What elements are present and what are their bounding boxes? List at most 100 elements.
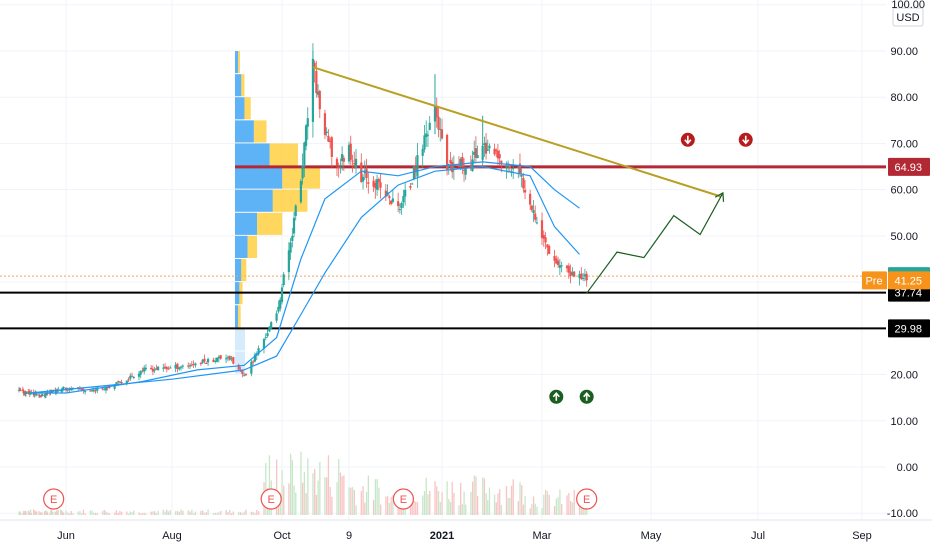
volume-bar bbox=[131, 512, 133, 515]
time-axis[interactable]: Jun Aug Oct 9 2021 Mar May Jul Sep bbox=[0, 519, 932, 542]
volume-bar bbox=[512, 479, 514, 515]
volume-bar bbox=[561, 504, 563, 515]
candle-body bbox=[201, 359, 204, 363]
volume-bar bbox=[553, 506, 556, 515]
candle-body bbox=[535, 222, 539, 224]
volume-bar bbox=[495, 502, 497, 515]
x-tick-label: Aug bbox=[162, 530, 182, 542]
volume-bar bbox=[44, 510, 46, 515]
candle-body bbox=[62, 387, 65, 389]
volume-bar bbox=[437, 491, 440, 515]
volume-bar bbox=[245, 509, 247, 515]
volume-bar bbox=[544, 489, 547, 515]
candle-body bbox=[92, 389, 95, 392]
x-tick-label: Oct bbox=[273, 530, 290, 542]
candle-body bbox=[379, 182, 382, 188]
profile-bar-up bbox=[235, 166, 283, 189]
volume-bar bbox=[187, 510, 189, 515]
candle-body bbox=[127, 379, 130, 381]
volume-bar bbox=[300, 451, 302, 515]
candle-body bbox=[262, 339, 266, 349]
volume-bar bbox=[265, 462, 267, 515]
candle-body bbox=[435, 105, 438, 118]
volume-bar bbox=[176, 510, 179, 515]
candle-body bbox=[130, 375, 134, 377]
volume-bar bbox=[293, 485, 295, 515]
candle-body bbox=[187, 365, 190, 367]
drawings[interactable] bbox=[312, 66, 725, 294]
volume-bar bbox=[28, 511, 30, 515]
volume-bar bbox=[476, 495, 479, 515]
volume-bar bbox=[531, 504, 533, 515]
volume-bar bbox=[61, 511, 63, 515]
volume-bar bbox=[225, 509, 227, 515]
volume-bar bbox=[84, 513, 86, 515]
candle-body bbox=[540, 220, 544, 239]
horizontal-lines[interactable] bbox=[0, 165, 886, 330]
candle-body bbox=[546, 244, 549, 248]
candle-body bbox=[106, 387, 109, 389]
candle-body bbox=[558, 265, 561, 268]
earnings-marker-label: E bbox=[50, 494, 57, 506]
candle-body bbox=[451, 161, 454, 173]
candle-body bbox=[301, 165, 304, 179]
volume-bar bbox=[315, 494, 318, 515]
candle-body bbox=[199, 363, 202, 365]
volume-bar bbox=[463, 491, 465, 515]
candle-body bbox=[377, 179, 380, 183]
profile-bar-down bbox=[269, 143, 298, 166]
profile-bar-down bbox=[272, 189, 308, 212]
volume-bar bbox=[239, 512, 242, 515]
volume-bar bbox=[291, 460, 294, 515]
candle-body bbox=[268, 326, 271, 332]
candle-body bbox=[473, 151, 476, 155]
earnings-marker[interactable] bbox=[392, 488, 414, 510]
candle-body bbox=[165, 367, 168, 369]
price-axis[interactable]: USD 100.0090.0080.0070.0060.0050.0040.00… bbox=[862, 0, 932, 520]
profile-bar-up bbox=[235, 212, 258, 235]
profile-bar-up bbox=[235, 74, 242, 97]
volume-bar bbox=[162, 509, 165, 515]
candle-body bbox=[178, 367, 181, 370]
volume-bar bbox=[429, 490, 431, 515]
y-tick-label: 20.00 bbox=[890, 370, 918, 382]
volume-bar bbox=[460, 482, 462, 515]
candle-body bbox=[425, 133, 428, 137]
volume-bar bbox=[27, 510, 29, 515]
volume-bar bbox=[194, 511, 197, 515]
candle-body bbox=[96, 387, 99, 391]
trendline[interactable] bbox=[312, 66, 722, 198]
pre-market-badge[interactable] bbox=[862, 271, 887, 290]
earnings-marker[interactable] bbox=[260, 488, 282, 510]
candle-body bbox=[493, 148, 496, 155]
candle-body bbox=[306, 118, 309, 127]
price-tag[interactable] bbox=[888, 157, 930, 176]
volume-bar bbox=[465, 504, 467, 515]
pre-market-price-tag[interactable] bbox=[888, 271, 930, 290]
projection-path[interactable] bbox=[586, 192, 724, 294]
volume-bar bbox=[52, 511, 54, 515]
profile-bar-up bbox=[235, 51, 239, 74]
volume-profile bbox=[235, 51, 321, 374]
volume-bar bbox=[326, 477, 328, 515]
volume-bar bbox=[283, 485, 285, 515]
candle-body bbox=[232, 357, 235, 364]
volume-bar bbox=[63, 512, 65, 515]
candle-body bbox=[530, 205, 533, 210]
earnings-marker[interactable] bbox=[576, 488, 598, 510]
earnings-marker[interactable] bbox=[43, 488, 65, 510]
price-tag[interactable] bbox=[888, 319, 930, 338]
volume-bar bbox=[241, 513, 244, 515]
candle-body bbox=[137, 373, 141, 377]
volume-bar bbox=[536, 506, 538, 515]
candle-body bbox=[404, 189, 407, 197]
profile-bar-up bbox=[235, 259, 242, 282]
currency-box[interactable] bbox=[892, 7, 924, 27]
volume-bar bbox=[141, 513, 144, 515]
candle-body bbox=[391, 198, 394, 202]
volume-bar bbox=[397, 508, 399, 515]
candle-body bbox=[244, 373, 248, 376]
volume-bar bbox=[548, 494, 550, 515]
